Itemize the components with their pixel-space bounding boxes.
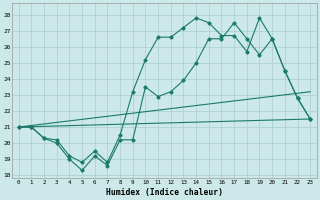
X-axis label: Humidex (Indice chaleur): Humidex (Indice chaleur) (106, 188, 223, 197)
